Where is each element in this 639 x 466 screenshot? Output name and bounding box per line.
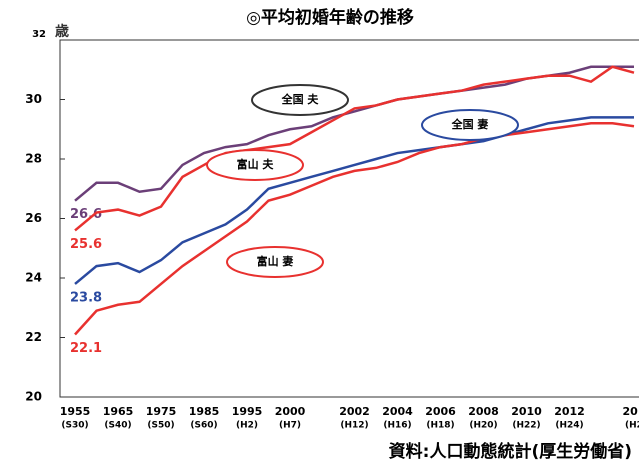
x-tick-label: 1975 xyxy=(146,405,177,418)
x-tick-label: 2010 xyxy=(511,405,542,418)
x-tick-sublabel: (H22) xyxy=(512,421,540,431)
series-line xyxy=(74,122,635,336)
series-line xyxy=(74,65,634,202)
x-tick-label: 2000 xyxy=(275,405,306,418)
x-tick-label: 2002 xyxy=(339,405,370,418)
x-tick-sublabel: (H7) xyxy=(279,421,301,431)
legend-ellipse xyxy=(251,84,349,116)
y-tick-label: 20 xyxy=(25,390,42,404)
x-tick-sublabel: (H20) xyxy=(469,421,497,431)
chart-title: ◎平均初婚年齢の推移 xyxy=(246,7,414,28)
x-tick-label: 1965 xyxy=(103,405,134,418)
x-tick-sublabel: (H16) xyxy=(383,421,411,431)
x-tick-sublabel: (H24) xyxy=(555,421,583,431)
x-tick-label: 2008 xyxy=(468,405,499,418)
x-tick-sublabel: (H2 xyxy=(625,421,639,431)
legend-ellipse xyxy=(226,246,324,278)
x-tick-label: 1955 xyxy=(60,405,91,418)
value-label: 22.1 xyxy=(70,341,102,356)
x-tick-label: 1985 xyxy=(189,405,220,418)
x-tick-sublabel: (S60) xyxy=(190,421,217,431)
legend-ellipse xyxy=(421,109,519,141)
x-tick-label: 201 xyxy=(623,405,639,418)
x-tick-label: 2006 xyxy=(425,405,456,418)
series-line xyxy=(74,65,635,232)
x-tick-label: 1995 xyxy=(232,405,263,418)
y-tick-label: 32 xyxy=(32,29,46,40)
y-tick-label: 26 xyxy=(25,211,42,225)
legend-label: 富山 夫 xyxy=(237,157,275,171)
y-tick-label: 28 xyxy=(25,152,42,166)
y-tick-label: 30 xyxy=(25,92,42,106)
value-label: 26.6 xyxy=(70,207,102,222)
x-tick-sublabel: (S30) xyxy=(61,421,88,431)
y-unit: 歳 xyxy=(55,23,69,40)
legend-label: 富山 妻 xyxy=(257,254,294,268)
legend-label: 全国 夫 xyxy=(281,92,320,106)
x-tick-sublabel: (H2) xyxy=(236,421,258,431)
x-tick-sublabel: (H12) xyxy=(340,421,368,431)
source: 資料:人口動態統計(厚生労働省) xyxy=(389,441,632,462)
y-tick-label: 22 xyxy=(25,330,42,344)
plot-frame xyxy=(59,39,639,398)
value-label: 25.6 xyxy=(70,237,102,252)
x-tick-sublabel: (H18) xyxy=(426,421,454,431)
x-tick-label: 2004 xyxy=(382,405,413,418)
legend-ellipse xyxy=(206,149,304,181)
y-tick-label: 24 xyxy=(25,271,42,285)
value-label: 23.8 xyxy=(70,290,102,305)
x-tick-sublabel: (S40) xyxy=(104,421,131,431)
series-line xyxy=(74,116,634,285)
x-tick-sublabel: (S50) xyxy=(147,421,174,431)
x-tick-label: 2012 xyxy=(554,405,585,418)
legend-label: 全国 妻 xyxy=(451,117,489,131)
